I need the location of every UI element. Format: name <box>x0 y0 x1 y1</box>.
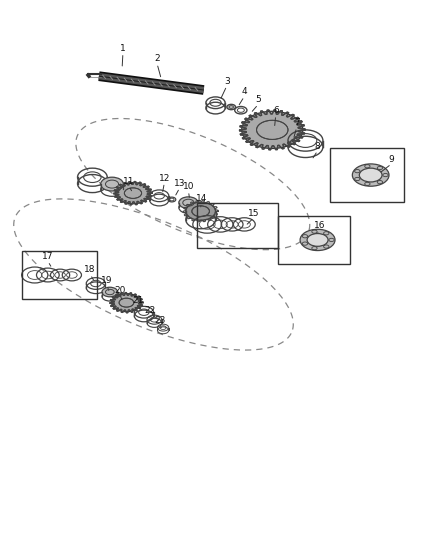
Text: 15: 15 <box>248 208 260 217</box>
Ellipse shape <box>227 104 236 110</box>
Text: 1: 1 <box>120 44 126 53</box>
Text: 20: 20 <box>114 286 126 295</box>
Text: 5: 5 <box>255 95 261 104</box>
Text: 16: 16 <box>314 221 325 230</box>
Ellipse shape <box>101 177 124 191</box>
Ellipse shape <box>102 287 118 297</box>
Text: 18: 18 <box>85 265 96 274</box>
Ellipse shape <box>359 168 382 182</box>
Ellipse shape <box>242 111 303 149</box>
Bar <box>330 149 404 201</box>
Text: 13: 13 <box>174 179 185 188</box>
Text: 14: 14 <box>196 193 207 203</box>
Bar <box>197 203 278 248</box>
Text: 21: 21 <box>133 296 144 305</box>
Ellipse shape <box>352 164 389 186</box>
Ellipse shape <box>186 202 215 220</box>
Text: 7: 7 <box>294 118 300 127</box>
Text: 9: 9 <box>389 155 394 164</box>
Ellipse shape <box>179 197 198 208</box>
Text: 17: 17 <box>42 252 53 261</box>
Text: 2: 2 <box>154 54 160 63</box>
Text: 6: 6 <box>273 106 279 115</box>
Text: 12: 12 <box>159 174 170 182</box>
Text: 8: 8 <box>315 142 321 151</box>
Text: 3: 3 <box>224 77 230 86</box>
Text: 22: 22 <box>145 306 156 316</box>
Text: 23: 23 <box>155 316 166 325</box>
Ellipse shape <box>300 229 335 251</box>
Ellipse shape <box>112 294 141 312</box>
Text: 4: 4 <box>241 87 247 96</box>
Text: 19: 19 <box>101 276 113 285</box>
Ellipse shape <box>307 233 328 246</box>
Ellipse shape <box>116 182 150 204</box>
Text: 10: 10 <box>183 182 194 191</box>
Text: 11: 11 <box>123 177 134 185</box>
Bar <box>21 251 97 300</box>
Bar <box>278 216 350 264</box>
